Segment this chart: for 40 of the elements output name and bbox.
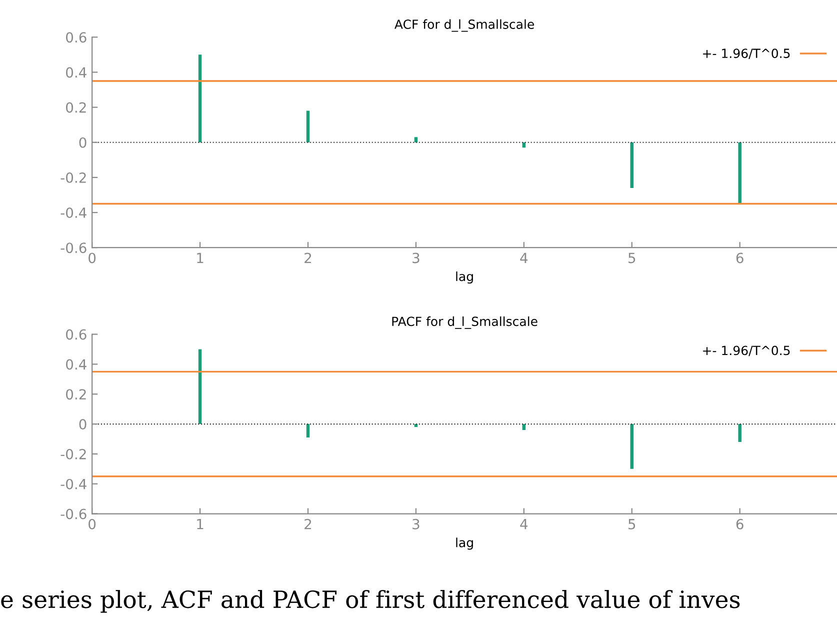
chart-title: ACF for d_l_Smallscale bbox=[394, 19, 534, 32]
x-tick-label: 4 bbox=[520, 252, 528, 264]
y-tick-label: 0.2 bbox=[66, 102, 86, 113]
y-tick-label: -0.6 bbox=[60, 242, 86, 254]
bar bbox=[630, 142, 634, 188]
legend-label: +- 1.96/T^0.5 bbox=[703, 346, 790, 356]
x-axis-title: lag bbox=[456, 271, 473, 284]
y-tick-label: -0.4 bbox=[60, 207, 86, 218]
y-tick-label: 0.6 bbox=[66, 32, 86, 43]
x-axis-title: lag bbox=[456, 538, 473, 550]
x-tick-label: 0 bbox=[88, 252, 96, 264]
text: e series plot, ACF and PACF of first differenced value of inves bbox=[1, 590, 740, 613]
x-tick-label: 1 bbox=[197, 519, 204, 530]
y-tick-label: 0 bbox=[79, 137, 86, 148]
legend-label: +- 1.96/T^0.5 bbox=[703, 48, 790, 60]
x-tick-label: 6 bbox=[736, 252, 744, 264]
x-tick-label: 6 bbox=[736, 518, 744, 530]
x-tick-label: 1 bbox=[197, 252, 204, 264]
y-tick-label: -0.2 bbox=[60, 448, 86, 460]
y-tick-label: -0.2 bbox=[60, 172, 86, 183]
x-tick-label: 2 bbox=[304, 252, 312, 264]
chart-title: PACF for d_l_Smallscale bbox=[392, 316, 538, 329]
x-tick-label: 3 bbox=[412, 518, 420, 530]
bar bbox=[198, 54, 202, 142]
y-tick-label: 0.4 bbox=[66, 359, 86, 370]
x-tick-label: 5 bbox=[628, 519, 636, 530]
x-tick-label: 5 bbox=[628, 252, 636, 264]
bar bbox=[306, 110, 310, 142]
y-tick-label: 0 bbox=[79, 418, 86, 430]
x-tick-label: 0 bbox=[88, 518, 96, 530]
x-tick-label: 3 bbox=[412, 252, 420, 264]
y-tick-label: 0.6 bbox=[66, 329, 86, 340]
y-tick-label: -0.6 bbox=[60, 508, 86, 520]
bar bbox=[738, 142, 742, 204]
bar bbox=[414, 137, 418, 142]
y-tick-label: -0.4 bbox=[60, 478, 86, 490]
x-tick-label: 2 bbox=[304, 518, 312, 530]
x-tick-label: 4 bbox=[520, 519, 528, 530]
y-tick-label: 0.4 bbox=[66, 67, 86, 78]
y-tick-label: 0.2 bbox=[66, 389, 86, 400]
